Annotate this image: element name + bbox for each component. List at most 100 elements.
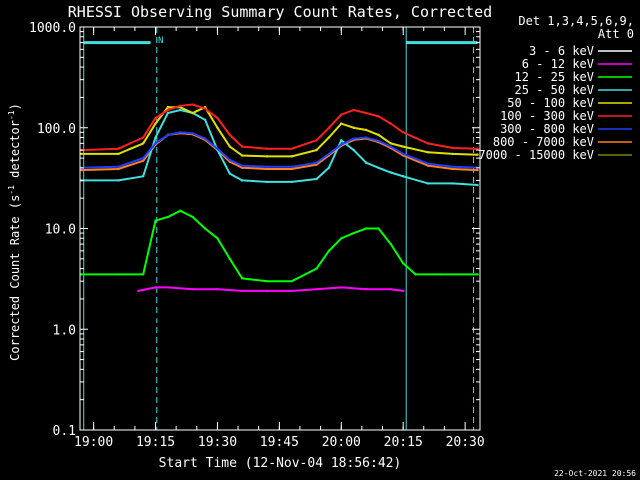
data-point xyxy=(80,168,83,172)
data-point xyxy=(315,139,318,142)
data-point xyxy=(117,152,120,156)
data-point xyxy=(315,267,318,270)
data-point xyxy=(241,166,244,170)
data-point xyxy=(241,277,244,280)
x-tick-label: 19:00 xyxy=(74,435,113,450)
data-point xyxy=(265,328,269,331)
data-point xyxy=(315,148,318,152)
data-point xyxy=(315,287,318,291)
data-point xyxy=(364,161,368,164)
data-point xyxy=(340,113,343,116)
data-point xyxy=(203,118,207,121)
data-point xyxy=(166,108,170,112)
data-point xyxy=(203,310,207,313)
data-point xyxy=(265,289,269,293)
data-point xyxy=(315,316,318,319)
data-point xyxy=(228,133,232,137)
data-point xyxy=(290,147,293,150)
data-point xyxy=(141,273,145,276)
y-axis-label: Corrected Count Rate (s-1 detector-1) xyxy=(7,103,22,361)
data-point xyxy=(203,107,207,110)
data-point xyxy=(377,139,380,143)
data-point xyxy=(154,316,157,319)
y-tick-label: 100.0 xyxy=(37,122,76,137)
data-point xyxy=(402,328,405,331)
data-point xyxy=(451,146,454,150)
data-point xyxy=(377,166,380,170)
data-point xyxy=(117,165,120,168)
data-point xyxy=(265,155,269,158)
chart-title: RHESSI Observing Summary Count Rates, Co… xyxy=(68,3,492,21)
data-point xyxy=(265,165,269,168)
legend-label: 12 - 25 keV xyxy=(515,70,594,84)
legend-label: 100 - 300 keV xyxy=(500,109,594,123)
data-point xyxy=(290,165,293,168)
data-point xyxy=(402,289,405,293)
data-point xyxy=(191,287,194,291)
data-point xyxy=(340,143,343,146)
data-point xyxy=(216,237,219,240)
data-point xyxy=(315,161,318,164)
data-point xyxy=(179,131,182,134)
data-point xyxy=(451,182,454,185)
data-point xyxy=(327,249,331,253)
data-point xyxy=(364,227,368,230)
x-tick-label: 19:30 xyxy=(198,435,237,450)
legend-label: 7000 - 15000 keV xyxy=(478,148,594,162)
data-point xyxy=(377,115,380,118)
legend-label: 25 - 50 keV xyxy=(515,83,594,97)
data-point xyxy=(228,158,232,162)
data-point xyxy=(141,175,145,178)
x-tick-label: 19:15 xyxy=(136,435,175,450)
data-point xyxy=(166,105,170,109)
x-tick-label: 19:45 xyxy=(260,435,299,450)
data-point xyxy=(117,147,120,150)
data-point xyxy=(327,126,331,129)
data-point xyxy=(137,289,140,293)
data-point xyxy=(426,162,430,165)
data-point xyxy=(364,302,368,305)
data-point xyxy=(389,310,393,313)
data-point xyxy=(191,103,194,106)
data-point xyxy=(216,126,219,129)
data-point xyxy=(290,279,293,283)
data-point xyxy=(476,183,479,187)
data-point xyxy=(154,142,157,145)
legend-label: 800 - 7000 keV xyxy=(493,135,594,149)
data-point xyxy=(327,166,331,170)
data-point xyxy=(426,164,430,167)
data-point xyxy=(327,152,331,156)
series-line-3to6kev xyxy=(137,302,405,331)
data-point xyxy=(352,231,355,235)
x-tick-label: 20:30 xyxy=(446,435,485,450)
data-point xyxy=(402,145,405,148)
data-point xyxy=(228,328,232,331)
data-point xyxy=(166,215,170,219)
data-point xyxy=(290,155,293,158)
data-point xyxy=(166,307,170,310)
data-point xyxy=(216,116,219,120)
data-point xyxy=(141,159,145,162)
series-line-6to12kev xyxy=(138,286,404,292)
data-point xyxy=(154,116,157,120)
data-point xyxy=(228,257,232,261)
data-point xyxy=(315,177,318,181)
data-point xyxy=(426,142,430,145)
data-point xyxy=(451,167,454,171)
data-point xyxy=(80,273,83,276)
data-point xyxy=(402,131,405,134)
data-point xyxy=(352,148,355,152)
data-point xyxy=(402,152,405,156)
data-point xyxy=(389,242,393,246)
data-point xyxy=(228,172,232,175)
data-point xyxy=(228,145,232,148)
legend-label: 3 - 6 keV xyxy=(529,44,594,58)
data-point xyxy=(241,164,244,167)
data-point xyxy=(290,180,293,184)
data-point xyxy=(265,180,269,184)
y-tick-label: 10.0 xyxy=(45,223,76,238)
legend-label: 300 - 800 keV xyxy=(500,122,594,136)
data-point xyxy=(402,262,405,265)
data-point xyxy=(340,307,343,310)
